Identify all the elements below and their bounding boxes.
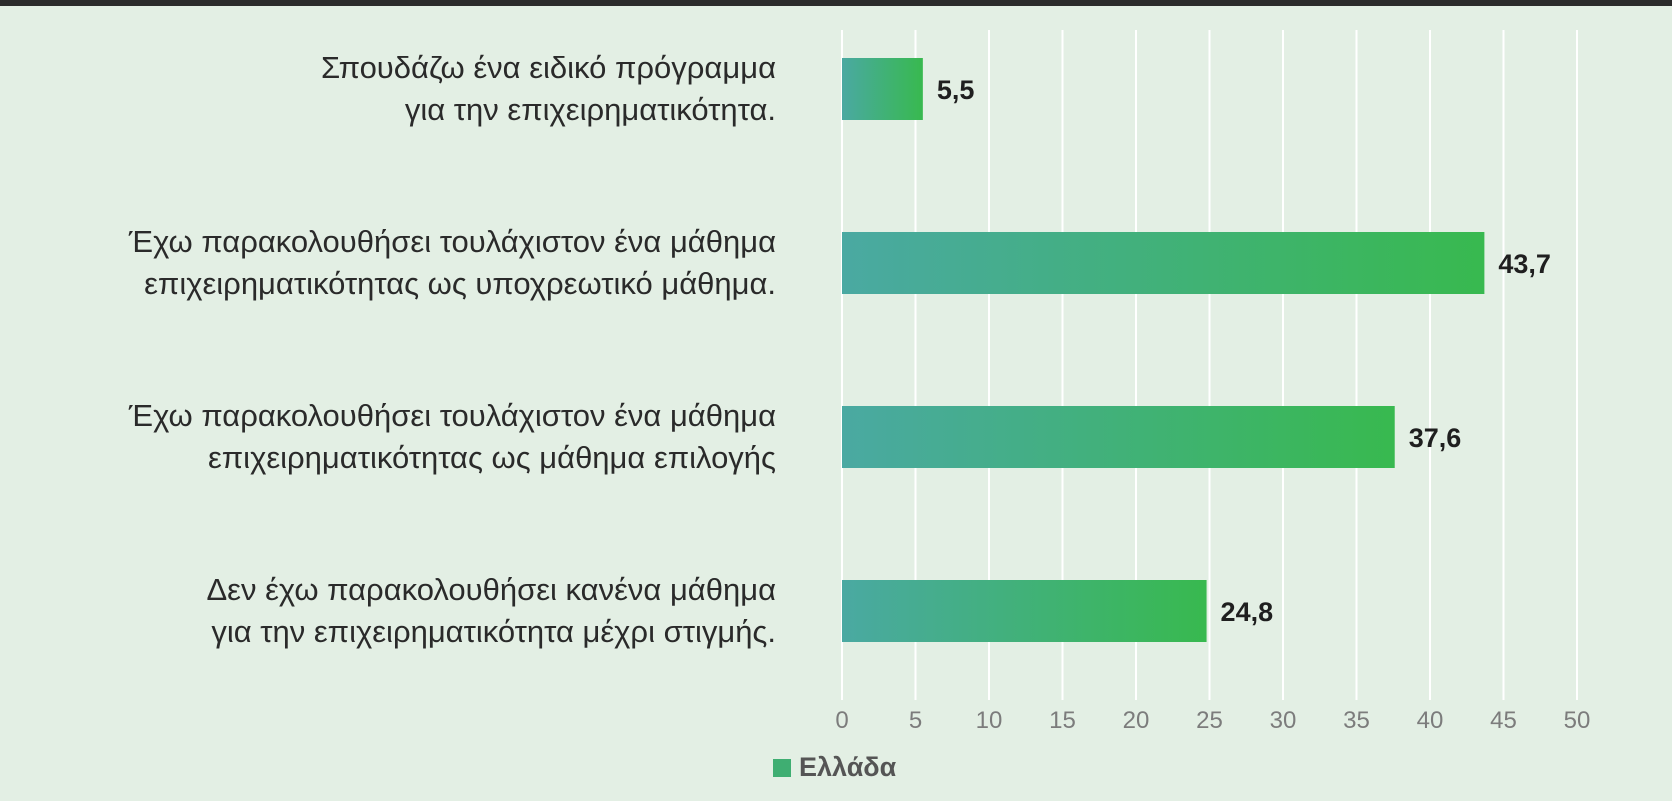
legend-label: Ελλάδα — [799, 752, 897, 782]
bar-1 — [842, 58, 923, 120]
x-tick-label: 30 — [1270, 707, 1297, 734]
x-tick-label: 20 — [1123, 707, 1150, 734]
x-tick-label: 40 — [1417, 707, 1444, 734]
bars — [842, 58, 1485, 642]
top-rule — [0, 0, 1672, 6]
x-tick-label: 10 — [976, 707, 1003, 734]
category-label-1-line-2: για την επιχειρηματικότητα. — [405, 92, 776, 127]
bar-3 — [842, 406, 1395, 468]
bar-2 — [842, 232, 1485, 294]
legend-swatch — [773, 758, 791, 777]
value-label-2: 43,7 — [1498, 249, 1551, 279]
category-label-4-line-2: για την επιχειρηματικότητα μέχρι στιγμής… — [211, 614, 776, 649]
category-label-3-line-2: επιχειρηματικότητας ως μάθημα επιλογής — [208, 440, 776, 475]
x-axis-ticks: 0 5 10 15 20 25 30 35 40 45 50 — [835, 707, 1590, 734]
x-tick-label: 45 — [1490, 707, 1517, 734]
legend: Ελλάδα — [773, 752, 896, 783]
category-label-2-line-2: επιχειρηματικότητας ως υποχρεωτικό μάθημ… — [144, 266, 776, 301]
x-tick-label: 25 — [1196, 707, 1223, 734]
value-label-4: 24,8 — [1221, 597, 1274, 627]
value-labels: 5,5 43,7 37,6 24,8 — [937, 75, 1551, 627]
category-label-3-line-1: Έχω παρακολουθήσει τουλάχιστον ένα μάθημ… — [128, 398, 776, 433]
category-label-2-line-1: Έχω παρακολουθήσει τουλάχιστον ένα μάθημ… — [128, 224, 776, 259]
x-tick-label: 0 — [835, 707, 848, 734]
x-tick-label: 15 — [1049, 707, 1076, 734]
value-label-1: 5,5 — [937, 75, 975, 105]
x-tick-label: 35 — [1343, 707, 1370, 734]
x-tick-label: 50 — [1564, 707, 1591, 734]
category-label-4-line-1: Δεν έχω παρακολουθήσει κανένα μάθημα — [206, 572, 776, 607]
bar-4 — [842, 580, 1207, 642]
x-tick-label: 5 — [909, 707, 922, 734]
category-labels: Σπουδάζω ένα ειδικό πρόγραμμα για την επι… — [128, 50, 776, 649]
category-label-1-line-1: Σπουδάζω ένα ειδικό πρόγραμμα — [321, 50, 776, 85]
value-label-3: 37,6 — [1409, 423, 1462, 453]
